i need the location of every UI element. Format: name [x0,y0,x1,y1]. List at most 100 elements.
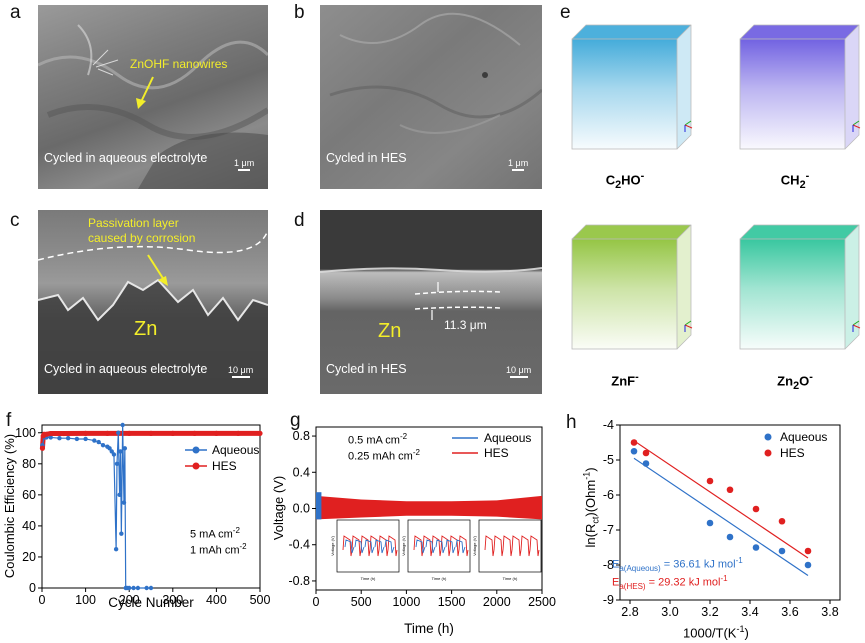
chart-h-point-aqueous [726,533,734,541]
chart-f-aqueous-point [117,492,122,498]
chart-h-y-tick-label: -7 [603,523,614,537]
cube-4-rest: O [799,373,810,389]
chart-f-aqueous-point [122,446,128,451]
cube-front-face [740,239,845,349]
chart-f-aqueous-point [57,435,62,441]
chart-f-x-tick-label: 200 [119,593,140,607]
chart-f-y-tick-label: 0 [29,581,36,595]
sem-texture-b [329,12,542,134]
cube-1-main: C [605,172,616,188]
chart-f-aqueous-point [107,446,112,451]
chart-g-y-tick-label: 0.0 [293,502,310,516]
chart-f-hes-point [48,430,54,437]
cube-top-face [740,25,859,39]
chart-g-annotation-2-text: 0.25 mAh cm [348,450,413,463]
chart-f-hes-point [126,430,132,436]
sem-image-d: Zn 11.3 μm Cycled in HES 10 μm [320,210,542,394]
chart-f-y-tick-label: 60 [22,488,36,502]
chart-f-annotation-1-sup: -2 [232,526,240,535]
sem-image-b: Cycled in HES 1 μm [320,5,542,189]
chart-f-hes-point [83,430,89,436]
chart-h-point-aqueous [778,547,786,555]
chart-g-y-tick-label: -0.4 [288,538,310,552]
cube-side-face [677,25,691,149]
chart-h-y-tick-label: -5 [603,453,614,467]
chart-h-energy-aqueous: Ea(Aqueous) = 36.61 kJ mol-1 [612,556,743,573]
chart-g-x-tick-label: 2500 [528,595,556,609]
cube-3-main: ZnF [611,373,636,389]
chart-f-x-tick-label: 0 [39,593,46,607]
chart-f-hes-point [39,445,46,451]
chart-f-hes-point [104,430,110,436]
cube-3-sup: - [635,371,639,383]
chart-f-aqueous-point [113,546,119,552]
chart-f-aqueous-point [74,436,80,442]
chart-f-aqueous-point [131,585,136,591]
cube-3 [571,224,693,350]
cube-4-sub: 2 [793,379,800,392]
chart-f-aqueous-point [127,585,132,591]
chart-g-legend-label: HES [484,446,509,460]
chart-f-aqueous-point [119,531,124,536]
chart-g-xlabel: Time (h) [404,621,454,636]
scale-bar-c: 10 μm [228,365,253,378]
chart-h-x-tick-label: 3.6 [781,605,798,619]
chart-g-x-tick-label: 0 [313,595,320,609]
chart-h-ylabel-sup: -1 [581,471,592,480]
chart-f-ylabel: Coulombic Efficiency (%) [2,434,17,578]
chart-h-energy-aqueous-sub: a(Aqueous) [619,563,661,573]
cube-edge [676,24,692,40]
sem-texture-c [38,229,268,394]
chart-h-energy-aqueous-e: E [612,558,620,571]
chart-h-xlabel-end: ) [744,625,749,641]
chart-h-energy-hes-sub: a(HES) [619,581,646,591]
thickness-label: 11.3 μm [444,318,487,332]
chart-g-inset-2: Time (h) Voltage (V) [401,519,471,581]
chart-h-xlabel-sup: -1 [736,624,745,634]
axis-triad-y [684,320,692,326]
chart-h-ylabel-end: ) [582,467,598,472]
cube-2-main: CH [780,172,800,188]
cube-1-sup: - [640,170,645,182]
cube-2-sub: 2 [799,178,806,191]
chart-f-aqueous-point [120,422,125,428]
chart-h-fit-hes [633,440,809,559]
cube-2 [739,24,861,150]
cube-caption-1: C2HO- [575,170,675,191]
chart-f-x-tick-label: 400 [206,593,227,607]
cube-4-sup: - [809,371,813,383]
scale-label-a: 1 μm [234,158,255,168]
sem-texture-d [320,267,542,320]
sem-image-a: ZnOHF nanowires Cycled in aqueous electr… [38,5,268,189]
panel-label-d: d [294,210,305,231]
annotation-passivation-1: Passivation layer [88,216,179,230]
panel-label-f: f [6,410,12,431]
chart-g-inset-xlabel: Time (h) [503,576,518,581]
cube-1-sub: 2 [615,178,622,191]
chart-h-x-tick-label: 2.8 [621,605,638,619]
chart-g-inset-ylabel: Voltage (V) [472,535,477,555]
cube-top-face [572,25,691,39]
chart-f-y-tick-label: 100 [15,426,36,440]
chart-f-hes-point [148,430,154,436]
sem-caption-c: Cycled in aqueous electrolyte [44,362,208,376]
chart-h-point-hes [804,547,812,555]
chart-h-point-hes [706,477,714,485]
chart-f-hes-point [213,430,219,436]
chart-h-fit-aqueous [633,457,809,576]
chart-g-annotation-1-sup: -2 [399,432,408,441]
chart-h-ylabel-sub: ct [590,516,601,524]
chart-h-point-aqueous [706,519,714,527]
chart-f-aqueous-point [92,438,97,443]
axis-triad-x [684,324,693,329]
axis-triad-y [852,320,860,326]
chart-f-aqueous-point [148,585,154,591]
chart-f-legend-marker [192,446,200,454]
cube-front-face [740,39,845,149]
chart-g-series-hes-band [316,495,542,520]
chart-g-x-tick-label: 1500 [438,595,466,609]
chart-f-hes-point [170,430,176,436]
annotation-passivation-2: caused by corrosion [88,231,196,245]
axis-triad-y [684,120,692,126]
